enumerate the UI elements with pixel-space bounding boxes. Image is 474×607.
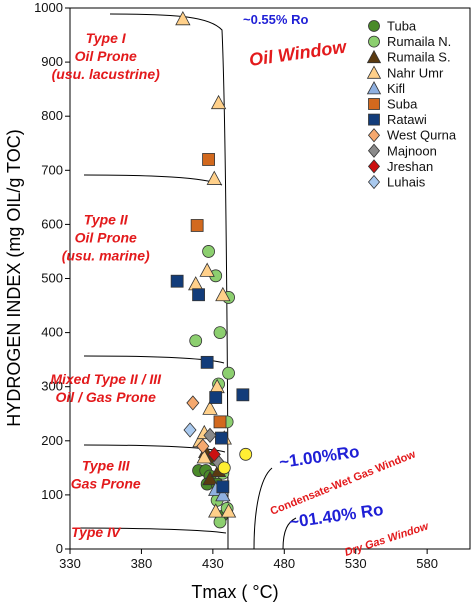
legend-marker (367, 159, 381, 174)
boundary-curve (83, 174, 223, 186)
y-tick-label: 500 (41, 271, 63, 286)
point-nahr-umr (206, 170, 222, 185)
x-tick-label: 330 (59, 556, 81, 571)
legend-entry: Jreshan (387, 159, 433, 174)
x-axis-label: Tmax ( °C) (191, 582, 278, 602)
legend-entry: Luhais (387, 175, 426, 190)
region-label: Type IV (71, 524, 122, 540)
point-nahr-umr (202, 400, 218, 415)
y-ticks: 0 100 200 300 400 500 600 700 800 900 1000 (34, 0, 70, 556)
legend-entry: Tuba (387, 19, 417, 34)
legend-entry: Majnoon (387, 143, 437, 158)
point-rumaila-n (213, 326, 227, 340)
region-label: Mixed Type II / III Oil / Gas Prone (50, 371, 162, 405)
legend-marker (366, 49, 382, 64)
legend-entry: West Qurna (387, 128, 457, 143)
legend-marker (366, 81, 382, 95)
point-nahr-umr (210, 94, 227, 110)
point-ratawi (216, 480, 230, 494)
region-label: Type III Gas Prone (71, 458, 141, 492)
y-tick-label: 100 (41, 487, 63, 502)
point-rumaila-s (202, 470, 218, 486)
oil-window-label: Oil Window (248, 36, 349, 70)
legend-marker (368, 20, 380, 32)
legend-entry: Rumaila N. (387, 34, 451, 49)
y-tick-label: 400 (41, 325, 63, 340)
point-nahr-umr (199, 262, 215, 277)
region-labels: Type I Oil Prone (usu. lacustrine) Type II O… (50, 30, 162, 540)
x-tick-label: 530 (345, 556, 367, 571)
point-ratawi (200, 355, 214, 369)
point-nahr-umr (220, 503, 237, 518)
legend-entry: Ratawi (387, 112, 427, 127)
legend-entry: Kifl (387, 81, 405, 96)
point-west-qurna (196, 438, 210, 454)
point-suba (190, 219, 204, 232)
point-jreshan (207, 446, 221, 462)
x-tick-label: 380 (131, 556, 153, 571)
region-label: Type II Oil Prone (usu. marine) (62, 211, 150, 263)
legend-marker (367, 174, 381, 190)
point-nahr-umr (188, 276, 204, 291)
point-suba (213, 415, 227, 429)
boundary-curve (282, 517, 297, 550)
y-tick-label: 1000 (34, 0, 63, 15)
point-ratawi (236, 388, 250, 402)
point-ratawi (209, 391, 223, 404)
point-nahr-umr (208, 503, 224, 518)
point-unlabeled (239, 447, 253, 461)
legend-marker (368, 98, 380, 110)
legend-entry: Rumaila S. (387, 50, 451, 65)
point-nahr-umr (196, 449, 212, 464)
boundary-curve (253, 467, 273, 550)
boundary-curve (83, 355, 225, 364)
legend-marker (368, 113, 380, 126)
y-tick-label: 800 (41, 108, 63, 123)
y-tick-label: 200 (41, 433, 63, 448)
point-nahr-umr (215, 286, 231, 302)
y-tick-label: 0 (56, 541, 63, 556)
ro-055-label: ~0.55% Ro (243, 12, 308, 27)
point-rumaila-n (213, 515, 227, 529)
point-nahr-umr (175, 10, 191, 26)
y-tick-label: 700 (41, 162, 63, 177)
point-suba (202, 153, 215, 166)
data-points (170, 10, 253, 529)
legend-entry: Nahr Umr (387, 65, 444, 80)
point-rumaila-n (222, 366, 235, 380)
plot-frame (69, 7, 471, 550)
point-unlabeled (217, 461, 231, 475)
dry-gas-label: Dry Gas Window (343, 520, 431, 559)
point-kifl (215, 487, 231, 502)
x-tick-label: 480 (273, 556, 295, 571)
legend-marker (366, 65, 382, 79)
region-label: Type I Oil Prone (usu. lacustrine) (52, 30, 160, 82)
y-tick-label: 900 (41, 54, 63, 69)
legend-marker (367, 143, 381, 158)
point-rumaila-n (189, 334, 203, 348)
point-west-qurna (186, 395, 200, 411)
y-tick-label: 300 (41, 379, 63, 394)
boundary-curve (77, 527, 227, 534)
point-ratawi (215, 431, 228, 445)
legend-marker (368, 35, 380, 48)
y-axis-label: HYDROGEN INDEX (mg OIL/g TOC) (4, 129, 24, 426)
point-luhais (183, 422, 197, 438)
x-ticks: 330 380 430 480 530 580 (59, 549, 438, 571)
point-rumaila-n (202, 245, 215, 258)
point-ratawi (192, 288, 205, 302)
ro-100-label: ~1.00%Ro (278, 442, 361, 472)
x-tick-label: 430 (202, 556, 224, 571)
legend-marker (367, 128, 381, 143)
y-tick-label: 600 (41, 216, 63, 231)
legend-entry: Suba (387, 97, 418, 112)
point-majnoon (203, 427, 217, 444)
x-tick-label: 580 (416, 556, 438, 571)
point-ratawi (170, 274, 184, 288)
